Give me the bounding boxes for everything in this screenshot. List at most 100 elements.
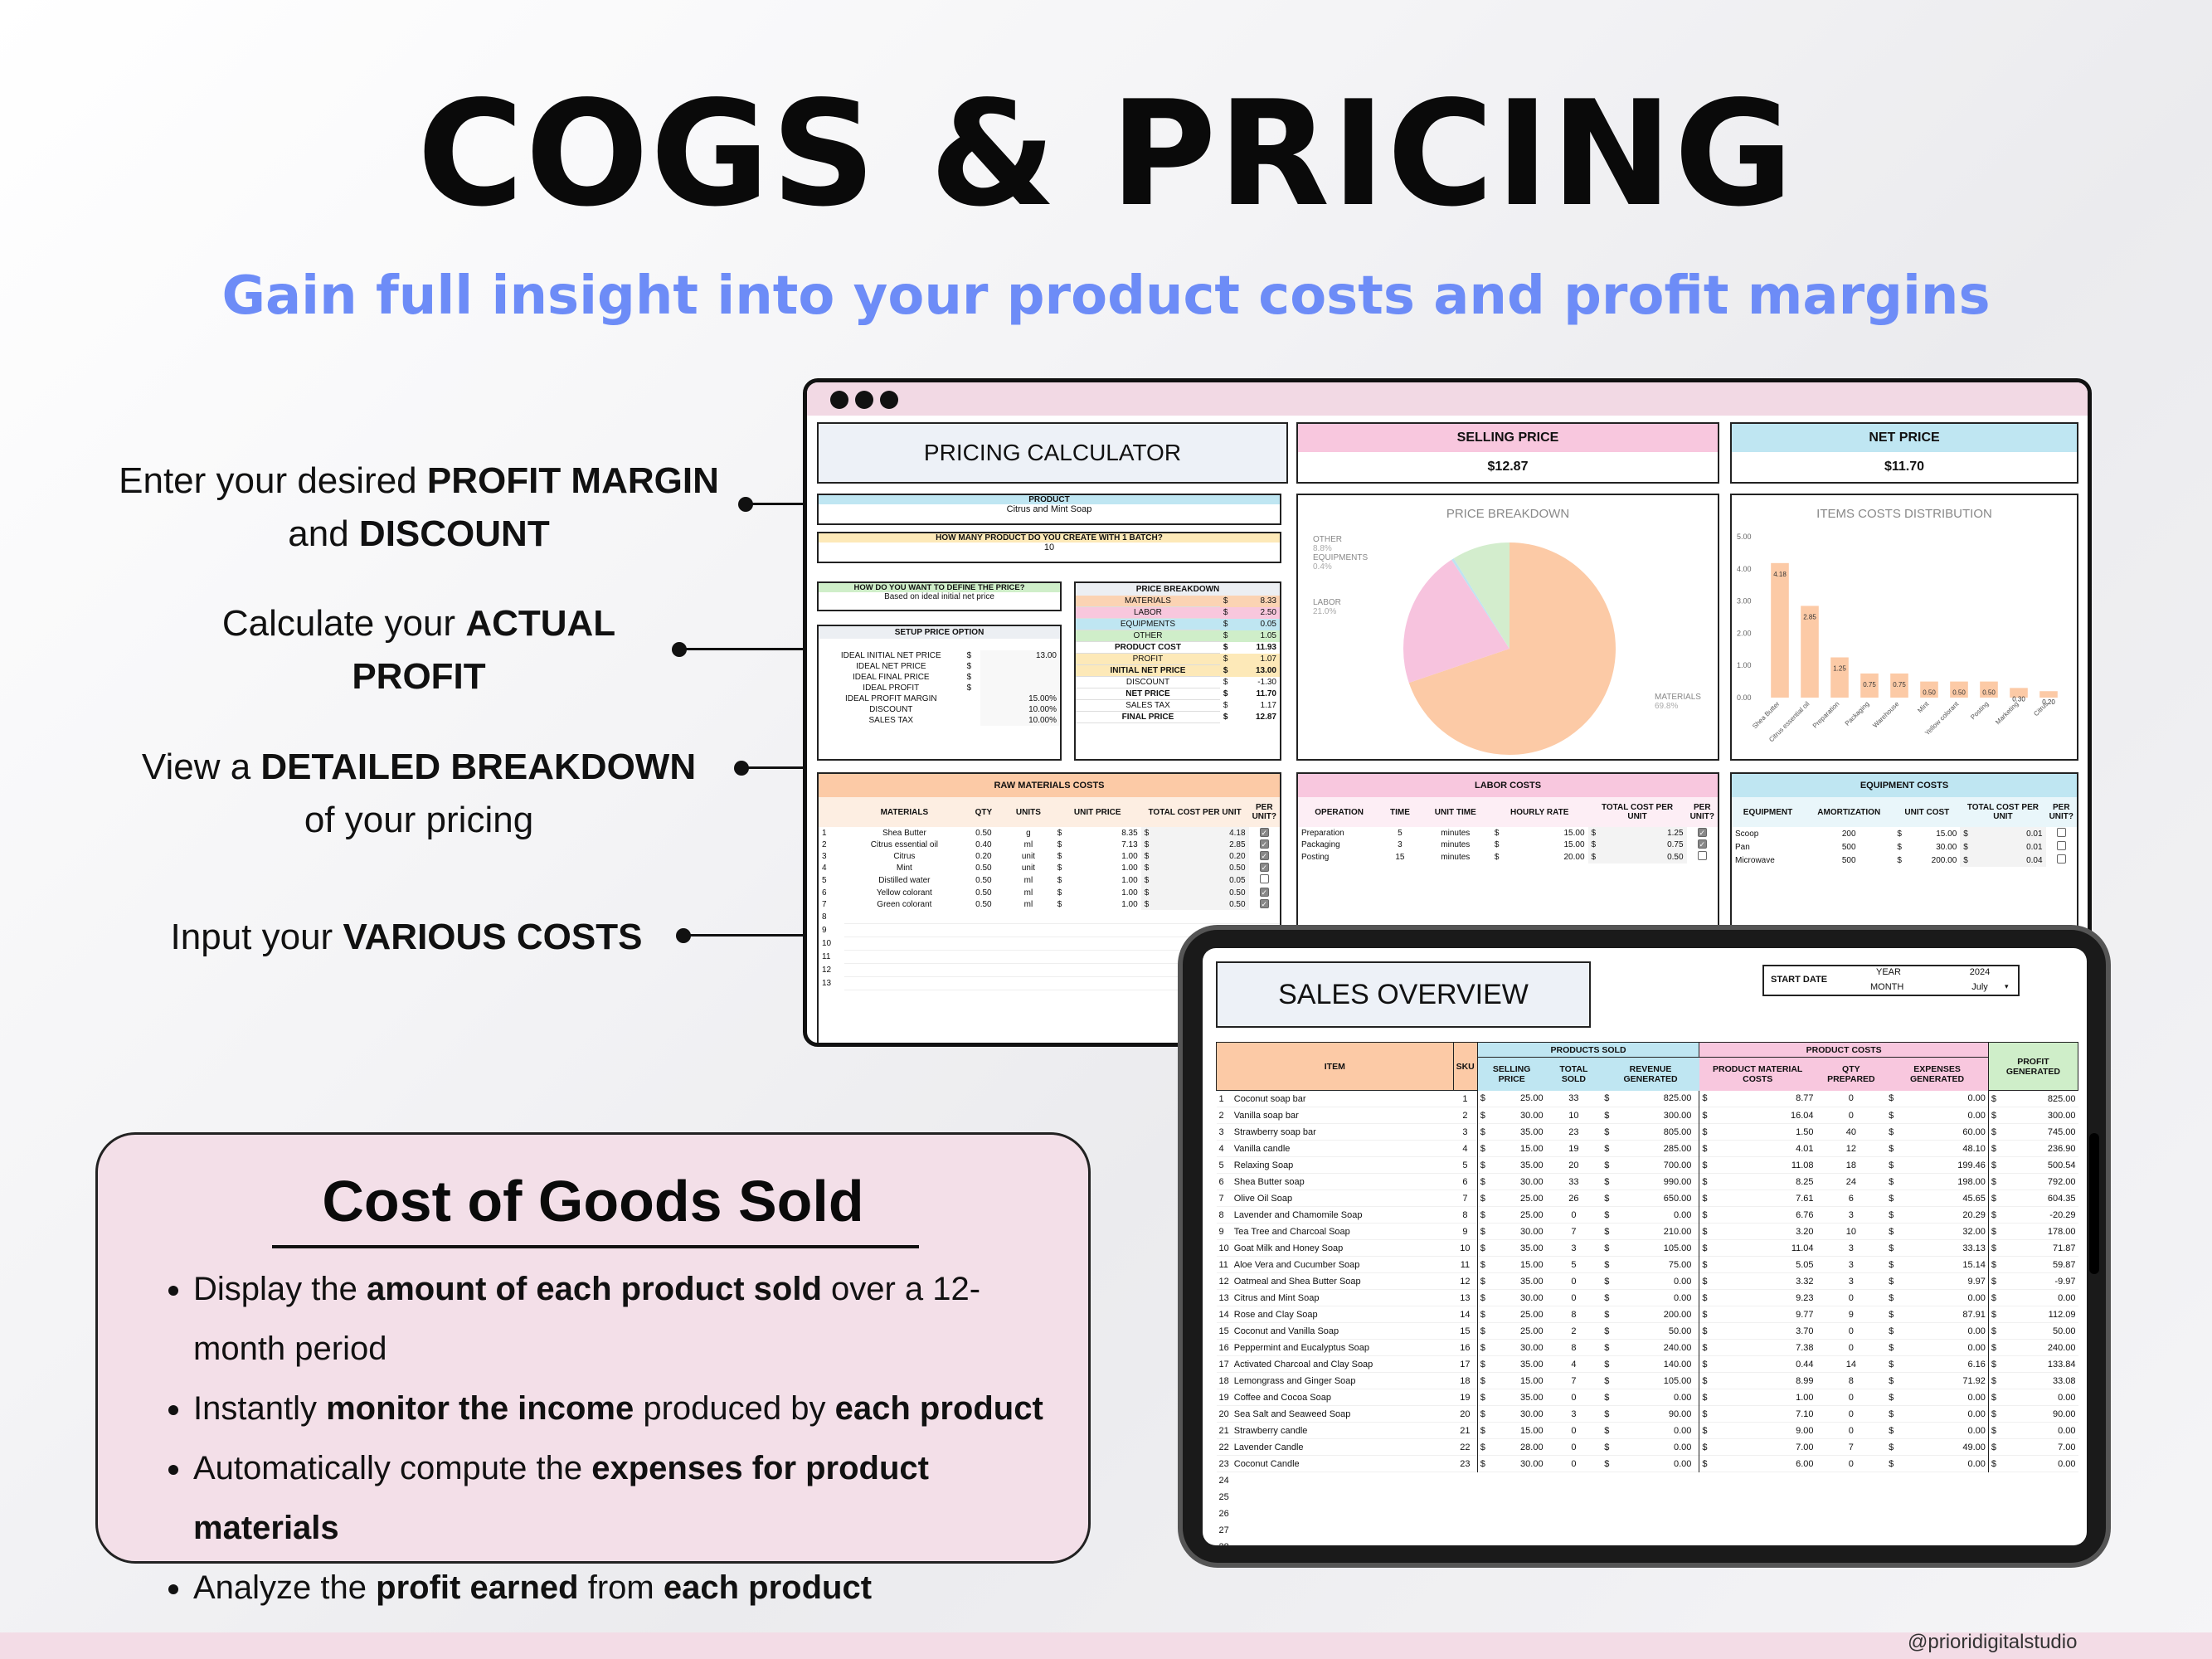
item-name[interactable]: Goat Milk and Honey Soap <box>1233 1243 1344 1253</box>
qty-prepared[interactable]: 8 <box>1848 1375 1854 1386</box>
total-sold[interactable]: 0 <box>1571 1292 1577 1303</box>
total-sold[interactable]: 0 <box>1571 1209 1577 1220</box>
material-unit[interactable]: g <box>1026 828 1031 838</box>
material-price[interactable]: 7.13 <box>1121 839 1138 849</box>
material-name[interactable]: Yellow colorant <box>876 888 932 898</box>
amortization[interactable]: 200 <box>1841 829 1856 839</box>
chevron-down-icon[interactable]: ▾ <box>2005 982 2009 990</box>
unit-cost[interactable]: 200.00 <box>1931 855 1957 865</box>
checked-box-icon[interactable]: ✓ <box>1697 839 1707 849</box>
qty-prepared[interactable]: 3 <box>1848 1209 1854 1220</box>
qty-prepared[interactable]: 0 <box>1848 1292 1854 1303</box>
qty-prepared[interactable]: 3 <box>1848 1243 1854 1253</box>
qty-prepared[interactable]: 7 <box>1848 1442 1854 1452</box>
total-sold[interactable]: 33 <box>1568 1093 1579 1104</box>
checkbox-icon[interactable] <box>2056 854 2066 864</box>
operation-time[interactable]: 5 <box>1398 828 1403 838</box>
equipment-name[interactable]: Microwave <box>1735 855 1775 865</box>
checkbox-icon[interactable] <box>2056 841 2066 850</box>
total-sold[interactable]: 2 <box>1571 1326 1577 1336</box>
item-name[interactable]: Tea Tree and Charcoal Soap <box>1233 1226 1350 1237</box>
qty-prepared[interactable]: 0 <box>1848 1392 1854 1403</box>
operation-unit[interactable]: minutes <box>1441 839 1471 849</box>
total-sold[interactable]: 7 <box>1571 1226 1577 1237</box>
material-price[interactable]: 1.00 <box>1121 851 1138 861</box>
define-price-field[interactable]: HOW DO YOU WANT TO DEFINE THE PRICE? Bas… <box>817 581 1062 611</box>
operation-name[interactable]: Packaging <box>1301 839 1340 849</box>
material-price[interactable]: 1.00 <box>1121 863 1138 873</box>
total-sold[interactable]: 8 <box>1571 1309 1577 1320</box>
qty-prepared[interactable]: 6 <box>1848 1193 1854 1204</box>
material-name[interactable]: Mint <box>896 863 912 873</box>
item-name[interactable]: Peppermint and Eucalyptus Soap <box>1233 1342 1370 1353</box>
qty-prepared[interactable]: 9 <box>1848 1309 1854 1320</box>
material-qty[interactable]: 0.50 <box>975 828 992 838</box>
qty-prepared[interactable]: 12 <box>1845 1143 1856 1154</box>
material-qty[interactable]: 0.50 <box>975 863 992 873</box>
setup-value[interactable]: 10.00% <box>980 715 1060 726</box>
per-unit-checkbox[interactable]: ✓ <box>1249 887 1280 898</box>
operation-unit[interactable]: minutes <box>1441 852 1471 862</box>
setup-value[interactable]: 13.00 <box>980 650 1060 661</box>
checked-box-icon[interactable]: ✓ <box>1697 828 1707 837</box>
year-input[interactable]: 2024 <box>1969 967 1991 977</box>
material-name[interactable]: Green colorant <box>877 899 932 909</box>
material-name[interactable]: Distilled water <box>878 875 931 885</box>
equipment-name[interactable]: Scoop <box>1735 829 1759 839</box>
amortization[interactable]: 500 <box>1841 855 1856 865</box>
checked-box-icon[interactable]: ✓ <box>1259 839 1269 849</box>
material-qty[interactable]: 0.20 <box>975 851 992 861</box>
per-unit-checkbox[interactable] <box>2046 827 2077 840</box>
item-name[interactable]: Sea Salt and Seaweed Soap <box>1233 1408 1351 1419</box>
item-name[interactable]: Vanilla candle <box>1233 1143 1291 1154</box>
total-sold[interactable]: 3 <box>1571 1408 1577 1419</box>
define-price-select[interactable]: Based on ideal initial net price <box>884 592 994 601</box>
item-name[interactable]: Coconut soap bar <box>1233 1093 1306 1104</box>
total-sold[interactable]: 0 <box>1571 1392 1577 1403</box>
material-name[interactable]: Citrus <box>893 851 916 861</box>
per-unit-checkbox[interactable]: ✓ <box>1249 827 1280 839</box>
checked-box-icon[interactable]: ✓ <box>1259 828 1269 837</box>
material-unit[interactable]: ml <box>1023 875 1033 885</box>
item-name[interactable]: Lavender Candle <box>1233 1442 1304 1452</box>
operation-time[interactable]: 3 <box>1398 839 1403 849</box>
per-unit-checkbox[interactable]: ✓ <box>1687 839 1718 850</box>
batch-field[interactable]: HOW MANY PRODUCT DO YOU CREATE WITH 1 BA… <box>817 532 1281 563</box>
item-name[interactable]: Rose and Clay Soap <box>1233 1309 1318 1320</box>
hourly-rate[interactable]: 20.00 <box>1563 852 1585 862</box>
material-unit[interactable]: ml <box>1023 888 1033 898</box>
total-sold[interactable]: 3 <box>1571 1243 1577 1253</box>
qty-prepared[interactable]: 14 <box>1845 1359 1856 1370</box>
item-name[interactable]: Lavender and Chamomile Soap <box>1233 1209 1363 1220</box>
qty-prepared[interactable]: 0 <box>1848 1458 1854 1469</box>
qty-prepared[interactable]: 40 <box>1845 1126 1856 1137</box>
setup-value[interactable]: 10.00% <box>980 704 1060 715</box>
batch-input[interactable]: 10 <box>1043 542 1055 552</box>
material-price[interactable]: 1.00 <box>1121 888 1138 898</box>
setup-value[interactable] <box>980 672 1060 683</box>
setup-value[interactable] <box>980 683 1060 693</box>
total-sold[interactable]: 10 <box>1568 1110 1579 1121</box>
total-sold[interactable]: 0 <box>1571 1458 1577 1469</box>
item-name[interactable]: Relaxing Soap <box>1233 1160 1294 1170</box>
total-sold[interactable]: 0 <box>1571 1425 1577 1436</box>
operation-name[interactable]: Preparation <box>1301 828 1344 838</box>
material-price[interactable]: 1.00 <box>1121 899 1138 909</box>
operation-name[interactable]: Posting <box>1301 852 1330 862</box>
checkbox-icon[interactable] <box>1697 851 1707 860</box>
hourly-rate[interactable]: 15.00 <box>1563 828 1585 838</box>
qty-prepared[interactable]: 3 <box>1848 1276 1854 1287</box>
amortization[interactable]: 500 <box>1841 842 1856 852</box>
checkbox-icon[interactable] <box>1259 874 1269 883</box>
qty-prepared[interactable]: 24 <box>1845 1176 1856 1187</box>
material-unit[interactable]: unit <box>1021 851 1035 861</box>
total-sold[interactable]: 23 <box>1568 1126 1579 1137</box>
per-unit-checkbox[interactable] <box>2046 854 2077 867</box>
total-sold[interactable]: 19 <box>1568 1143 1579 1154</box>
window-dot-icon[interactable] <box>855 391 873 409</box>
total-sold[interactable]: 7 <box>1571 1375 1577 1386</box>
material-price[interactable]: 8.35 <box>1121 828 1138 838</box>
item-name[interactable]: Strawberry candle <box>1233 1425 1308 1436</box>
material-price[interactable]: 1.00 <box>1121 875 1138 885</box>
material-qty[interactable]: 0.50 <box>975 899 992 909</box>
